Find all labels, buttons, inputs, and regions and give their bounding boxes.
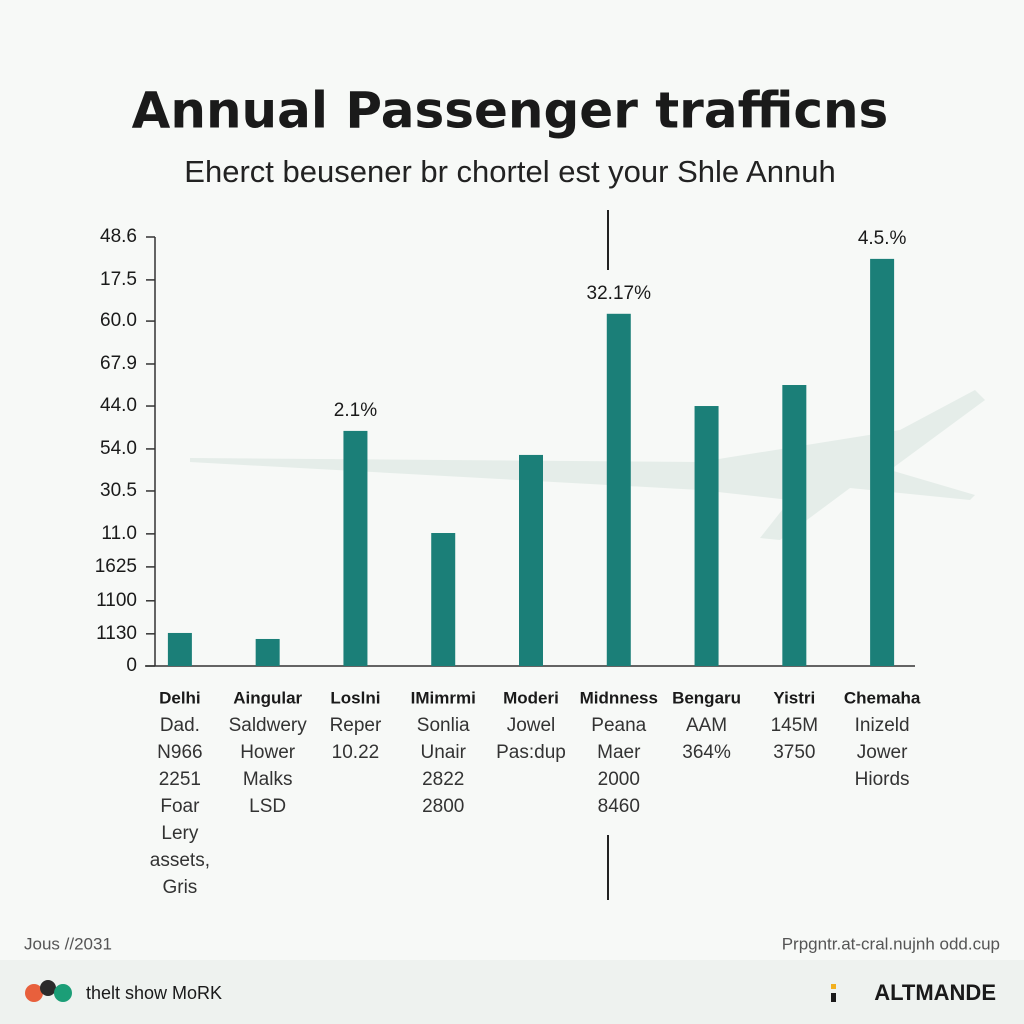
category-detail: Foar <box>160 796 200 817</box>
y-tick-label: 1100 <box>96 590 137 611</box>
y-tick-label: 54.0 <box>100 438 137 459</box>
y-tick-label: 67.9 <box>100 353 137 374</box>
logo-text: thelt show MoRK <box>86 983 222 1003</box>
y-tick-label: 48.6 <box>100 226 137 247</box>
category-detail: AAM <box>686 715 727 736</box>
category-detail: Reper <box>330 715 382 736</box>
y-tick-label: 1130 <box>96 623 137 644</box>
brand-mark <box>831 993 836 1002</box>
category-detail: 364% <box>682 742 731 763</box>
annotation: 2.1% <box>334 400 377 421</box>
category-detail: Sonlia <box>417 715 470 736</box>
category-detail: Malks <box>243 769 293 790</box>
category-detail: Unair <box>421 742 467 763</box>
x-tick-label: Delhi <box>159 688 201 707</box>
logo-icon <box>25 984 43 1002</box>
category-detail: 3750 <box>773 742 815 763</box>
footer-source: Prpgntr.at-cral.nujnh odd.cup <box>782 934 1000 953</box>
category-detail: Pas:dup <box>496 742 566 763</box>
bar <box>782 385 807 666</box>
bar <box>343 430 368 666</box>
brand-text: ALTMANDE <box>874 980 996 1005</box>
logo-icon <box>40 980 56 996</box>
y-tick-label: 44.0 <box>100 395 137 416</box>
x-tick-label: Midnness <box>580 688 658 707</box>
category-detail: assets, <box>150 850 210 871</box>
x-tick-label: Moderi <box>503 688 559 707</box>
category-detail: 10.22 <box>332 742 380 763</box>
annotation: 32.17% <box>587 283 652 304</box>
bar <box>255 638 280 666</box>
x-tick-label: Bengaru <box>672 688 741 707</box>
x-tick-label: Chemaha <box>844 688 921 707</box>
category-detail: 2000 <box>598 769 640 790</box>
category-detail: 8460 <box>598 796 640 817</box>
logo-icon <box>54 984 72 1002</box>
plane-watermark <box>190 390 985 540</box>
category-detail: Lery <box>161 823 198 844</box>
category-detail: Gris <box>162 877 197 898</box>
category-detail: 2251 <box>159 769 201 790</box>
category-detail: N966 <box>157 742 202 763</box>
x-tick-label: Loslni <box>330 688 380 707</box>
category-detail: 2822 <box>422 769 464 790</box>
bar <box>606 313 631 666</box>
bar <box>519 454 543 666</box>
category-detail: Maer <box>597 742 641 763</box>
category-detail: Dad. <box>160 715 200 736</box>
x-tick-label: IMimrmi <box>411 688 476 707</box>
footer-band <box>0 960 1024 1024</box>
category-detail: Hower <box>240 742 296 763</box>
brand-mark <box>831 984 836 989</box>
category-detail: Saldwery <box>229 715 308 736</box>
annotation: 4.5.% <box>858 228 907 249</box>
x-tick-label: Yistri <box>773 688 815 707</box>
y-tick-label: 11.0 <box>101 523 137 544</box>
category-detail: LSD <box>249 796 286 817</box>
chart-subtitle: Eherct beusener br chortel est your Shle… <box>184 154 835 189</box>
y-tick-label: 0 <box>126 655 137 676</box>
bar <box>694 406 719 666</box>
category-detail: Inizeld <box>855 715 910 736</box>
category-detail: 145M <box>771 715 819 736</box>
y-tick-label: 1625 <box>95 556 137 577</box>
y-tick-label: 30.5 <box>100 480 137 501</box>
y-tick-label: 60.0 <box>100 310 137 331</box>
category-detail: Jowel <box>507 715 556 736</box>
footer-date: Jous //2031 <box>24 934 112 953</box>
category-detail: Hiords <box>855 769 910 790</box>
bar <box>870 258 895 666</box>
category-detail: Jower <box>857 742 908 763</box>
chart-title: Annual Passenger trafficns <box>132 82 889 140</box>
category-detail: Peana <box>591 715 646 736</box>
x-tick-label: Aingular <box>233 688 302 707</box>
bar <box>167 632 192 666</box>
y-tick-label: 17.5 <box>100 269 137 290</box>
bar <box>431 533 456 666</box>
category-detail: 2800 <box>422 796 464 817</box>
